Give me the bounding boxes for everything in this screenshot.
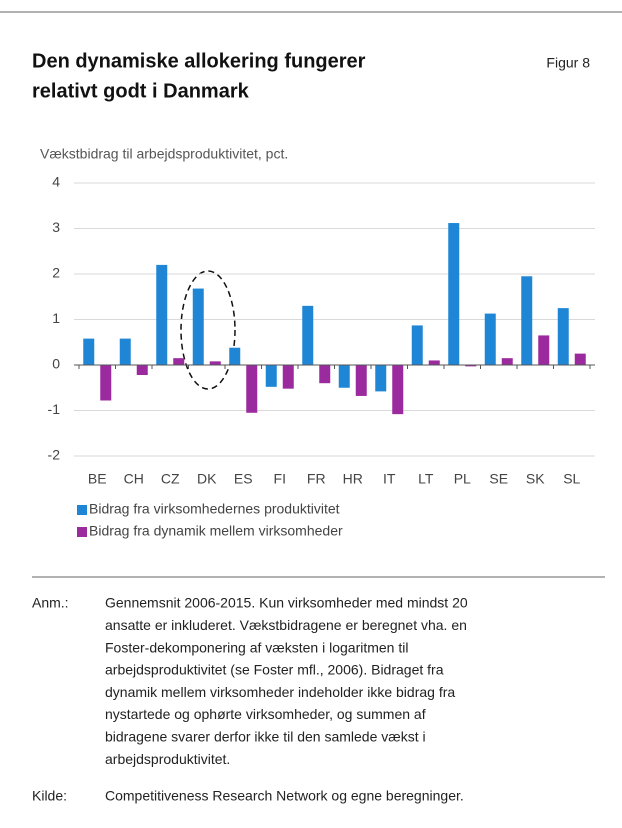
bar <box>355 365 367 396</box>
bar <box>83 338 95 365</box>
notes-line: nystartede og ophørte virksomheder, og s… <box>105 706 426 722</box>
legend-label: Bidrag fra dynamik mellem virksomheder <box>89 523 343 539</box>
x-tick-label: ES <box>234 471 253 487</box>
legend-swatch <box>77 527 87 537</box>
bar <box>501 358 513 365</box>
notes-line: bidragene svarer derfor ikke til den sam… <box>105 729 426 745</box>
bar <box>136 365 148 376</box>
x-tick-label: IT <box>383 471 396 487</box>
bar <box>392 365 404 415</box>
y-tick-label: 3 <box>52 219 60 235</box>
chart-title: relativt godt i Danmark <box>32 80 250 102</box>
figure-label: Figur 8 <box>546 55 590 71</box>
bar <box>229 347 241 365</box>
bar <box>338 365 350 388</box>
x-tick-label: FI <box>274 471 286 487</box>
x-tick-label: LT <box>418 471 434 487</box>
x-tick-label: HR <box>343 471 363 487</box>
x-tick-label: CH <box>124 471 144 487</box>
y-tick-label: 2 <box>52 265 60 281</box>
y-tick-label: 4 <box>52 174 60 190</box>
chart-title: Den dynamiske allokering fungerer <box>32 50 366 72</box>
bar <box>448 223 460 365</box>
notes-line: ansatte er inkluderet. Vækstbidragene er… <box>105 617 467 633</box>
bar <box>173 358 185 365</box>
x-tick-label: CZ <box>161 471 180 487</box>
x-tick-label: SE <box>489 471 508 487</box>
y-tick-label: -2 <box>48 447 61 463</box>
bar <box>192 288 204 365</box>
notes-line: Foster-dekomponering af væksten i logari… <box>105 639 408 655</box>
x-tick-label: FR <box>307 471 326 487</box>
bar <box>574 353 586 365</box>
bar <box>119 338 131 365</box>
bar <box>521 276 533 365</box>
x-tick-label: PL <box>454 471 471 487</box>
bar <box>209 361 221 365</box>
bar <box>538 335 550 365</box>
notes-line: dynamik mellem virksomheder indeholder i… <box>105 684 455 700</box>
notes-line: Gennemsnit 2006-2015. Kun virksomheder m… <box>105 595 468 611</box>
bar <box>302 305 314 365</box>
y-tick-label: 1 <box>52 310 60 326</box>
legend-swatch <box>77 505 87 515</box>
bar <box>375 365 387 392</box>
bar <box>319 365 331 384</box>
bar <box>282 365 294 389</box>
notes-line: arbejdsproduktivitet (se Foster mfl., 20… <box>105 662 444 678</box>
source-text: Competitiveness Research Network og egne… <box>105 788 464 804</box>
bar <box>557 308 569 365</box>
bar <box>156 264 168 365</box>
notes-line: arbejdsproduktivitet. <box>105 751 230 767</box>
bar <box>484 313 496 365</box>
bar <box>246 365 258 413</box>
bar <box>428 360 440 365</box>
y-tick-label: -1 <box>48 401 61 417</box>
bar <box>100 365 112 401</box>
notes-label: Anm.: <box>32 595 69 611</box>
legend-label: Bidrag fra virksomhedernes produktivitet <box>89 501 340 517</box>
x-tick-label: DK <box>197 471 217 487</box>
x-tick-label: SL <box>563 471 580 487</box>
x-tick-label: BE <box>88 471 107 487</box>
bar <box>411 325 423 365</box>
bar <box>265 365 277 387</box>
highlight-ellipse <box>180 270 236 390</box>
x-tick-label: SK <box>526 471 545 487</box>
y-axis-label: Vækstbidrag til arbejdsproduktivitet, pc… <box>40 146 288 162</box>
y-tick-label: 0 <box>52 356 60 372</box>
source-label: Kilde: <box>32 788 67 804</box>
bar <box>465 365 477 367</box>
